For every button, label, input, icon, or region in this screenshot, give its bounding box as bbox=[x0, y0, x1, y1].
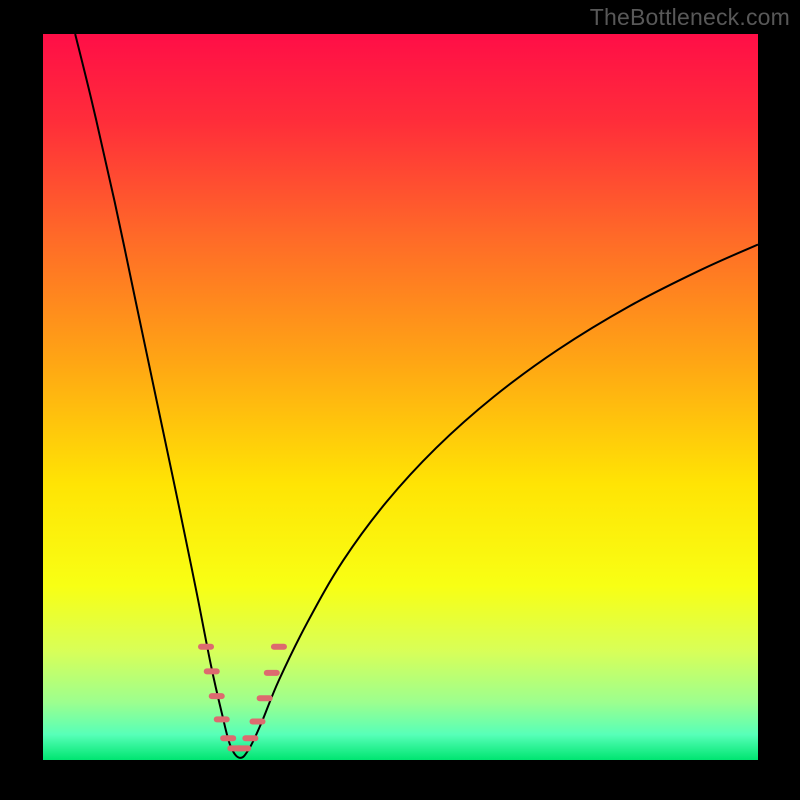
marker-point bbox=[257, 695, 273, 701]
marker-point bbox=[214, 716, 230, 722]
marker-point bbox=[209, 693, 225, 699]
marker-point bbox=[264, 670, 280, 676]
marker-point bbox=[204, 668, 220, 674]
chart-stage: TheBottleneck.com bbox=[0, 0, 800, 800]
marker-point bbox=[271, 644, 287, 650]
marker-point bbox=[198, 644, 214, 650]
plot-gradient-background bbox=[43, 34, 758, 760]
bottleneck-chart-svg bbox=[0, 0, 800, 800]
marker-point bbox=[242, 735, 258, 741]
watermark-text: TheBottleneck.com bbox=[590, 4, 790, 31]
marker-point bbox=[220, 735, 236, 741]
marker-point bbox=[235, 745, 251, 751]
marker-point bbox=[250, 719, 266, 725]
